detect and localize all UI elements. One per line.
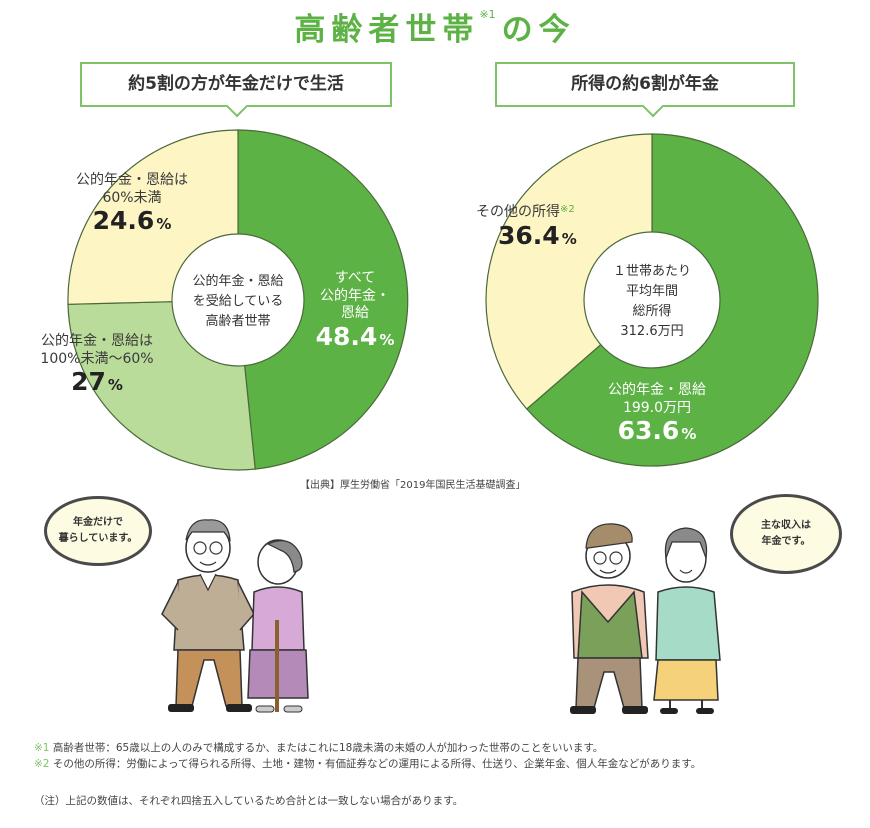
source-citation: 【出典】厚生労働省「2019年国民生活基礎調査」	[300, 480, 526, 491]
value-all-pension: 48.4%	[315, 321, 395, 351]
label-all-pension: すべて 公的年金・ 恩給 48.4%	[300, 270, 410, 350]
right-headline: 所得の約6割が年金	[495, 62, 795, 107]
speech-bubble-left: 年金だけで 暮らしています。	[44, 496, 152, 566]
right-center-label: １世帯あたり 平均年間 総所得 312.6万円	[592, 262, 712, 343]
label-other-income: その他の所得※2 36.4%	[476, 204, 616, 249]
right-center-line: 総所得	[632, 304, 672, 320]
left-center-line: を受給している	[192, 294, 284, 310]
value-public-pension: 63.6%	[617, 416, 697, 445]
label-line: 60%未満	[102, 189, 162, 206]
segment-all-pension	[237, 129, 409, 470]
bubble-line: 年金です。	[761, 536, 811, 547]
bubble-line: 年金だけで	[73, 517, 123, 528]
speech-bubble-right: 主な収入は 年金です。	[730, 494, 842, 574]
left-center-line: 高齢者世帯	[205, 314, 271, 330]
right-center-line: 312.6万円	[620, 324, 684, 340]
label-line: その他の所得※2	[476, 204, 575, 220]
label-line: 公的年金・	[320, 287, 390, 304]
elderly-couple-illustration-left	[161, 519, 309, 713]
value-under-60: 24.6%	[92, 206, 172, 235]
note-1: ※1 高齢者世帯：65歳以上の人のみで構成するか、またはこれに18歳未満の未婚の…	[34, 742, 604, 754]
left-center-line: 公的年金・恩給	[192, 274, 284, 289]
value-100-60: 27%	[71, 367, 123, 396]
title-main: 高齢者世帯	[294, 12, 480, 48]
segment-other-income	[485, 133, 653, 410]
label-line: 公的年金・恩給は	[76, 172, 188, 188]
label-line: すべて	[334, 270, 376, 286]
left-center-label: 公的年金・恩給 を受給している 高齢者世帯	[176, 272, 300, 332]
right-donut-chart	[485, 133, 819, 467]
label-line: 公的年金・恩給は	[41, 333, 153, 349]
label-line: 恩給	[341, 305, 369, 321]
label-line: 公的年金・恩給	[608, 382, 706, 398]
bubble-line: 暮らしています。	[58, 533, 138, 544]
value-other-income: 36.4%	[498, 220, 577, 250]
page-title: 高齢者世帯※1 の今	[0, 4, 870, 49]
label-public-pension: 公的年金・恩給 199.0万円 63.6%	[582, 382, 732, 445]
notes-section: ※1 高齢者世帯：65歳以上の人のみで構成するか、またはこれに18歳未満の未婚の…	[34, 740, 701, 773]
elderly-couple-illustration-right	[570, 523, 721, 714]
left-donut-chart	[67, 129, 409, 471]
bubble-line: 主な収入は	[761, 520, 811, 531]
right-center-line: 平均年間	[625, 284, 678, 300]
note-2: ※2 その他の所得：労働によって得られる所得、土地・建物・有価証券などの運用によ…	[34, 758, 702, 771]
label-line: 100%未満～60%	[40, 350, 154, 367]
label-line: 199.0万円	[622, 399, 692, 416]
label-under-60: 公的年金・恩給は 60%未満 24.6%	[62, 172, 202, 235]
title-note: ※1	[479, 8, 496, 21]
rounding-footnote: （注）上記の数値は、それぞれ四捨五入しているため合計とは一致しない場合があります…	[34, 795, 464, 807]
title-suffix: の今	[501, 12, 576, 48]
right-center-line: １世帯あたり	[612, 264, 691, 279]
label-100-60: 公的年金・恩給は 100%未満～60% 27%	[22, 333, 172, 396]
